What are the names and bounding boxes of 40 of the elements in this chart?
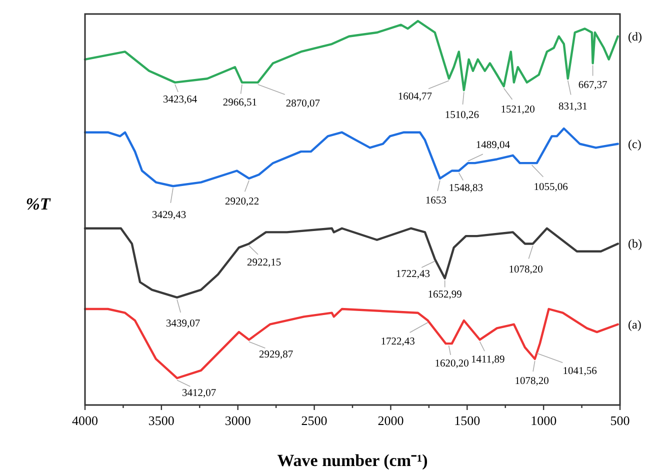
x-tick-label: 500 (610, 413, 630, 428)
annotation: 2920,22 (224, 196, 260, 208)
annotation: 1521,20 (500, 104, 535, 116)
annotation: 2922,15 (246, 258, 282, 269)
series-label: (c) (628, 136, 642, 151)
annotation: 1653 (425, 195, 446, 206)
annotation: 831,31 (558, 102, 588, 113)
x-tick-label: 2500 (301, 413, 328, 428)
annotation: 1510,26 (444, 110, 479, 122)
annotation: 1078,20 (508, 264, 543, 276)
annotation: 1055,06 (534, 182, 568, 194)
series-label: (a) (628, 317, 642, 332)
annotation: 1620,20 (434, 358, 469, 370)
annotation: 1489,04 (476, 140, 511, 152)
annotation: 3423,64 (162, 94, 198, 106)
x-tick-label: 1000 (530, 413, 557, 428)
x-tick-label: 3000 (224, 413, 251, 428)
x-tick-label: 3500 (148, 413, 174, 428)
annotation: 2870,07 (286, 98, 320, 110)
y-axis-title: %T (26, 194, 51, 214)
annotation: 667,37 (578, 80, 608, 92)
x-tick-label: 2000 (378, 413, 404, 428)
annotation: 1604,77 (398, 92, 432, 103)
annotation: 1722,43 (396, 269, 430, 280)
annotation: 3412,07 (182, 388, 216, 400)
annotation: 2966,51 (222, 97, 258, 108)
annotation: 2929,87 (258, 350, 294, 361)
series-label: (d) (628, 29, 642, 44)
annotation: 1652,99 (428, 289, 462, 300)
x-tick-label: 1500 (454, 413, 480, 428)
series-label: (b) (628, 236, 642, 251)
annotation: 1411,89 (470, 354, 505, 366)
x-axis-title: Wave number (cm⁻¹) (277, 451, 428, 470)
annotation: 3429,43 (152, 210, 186, 222)
annotation: 3439,07 (166, 318, 200, 330)
annotation: 1722,43 (380, 336, 415, 348)
x-tick-label: 4000 (72, 413, 98, 428)
annotation: 1041,56 (562, 366, 597, 378)
annotation: 1078,20 (514, 376, 549, 387)
annotation: 1548,83 (448, 182, 483, 194)
